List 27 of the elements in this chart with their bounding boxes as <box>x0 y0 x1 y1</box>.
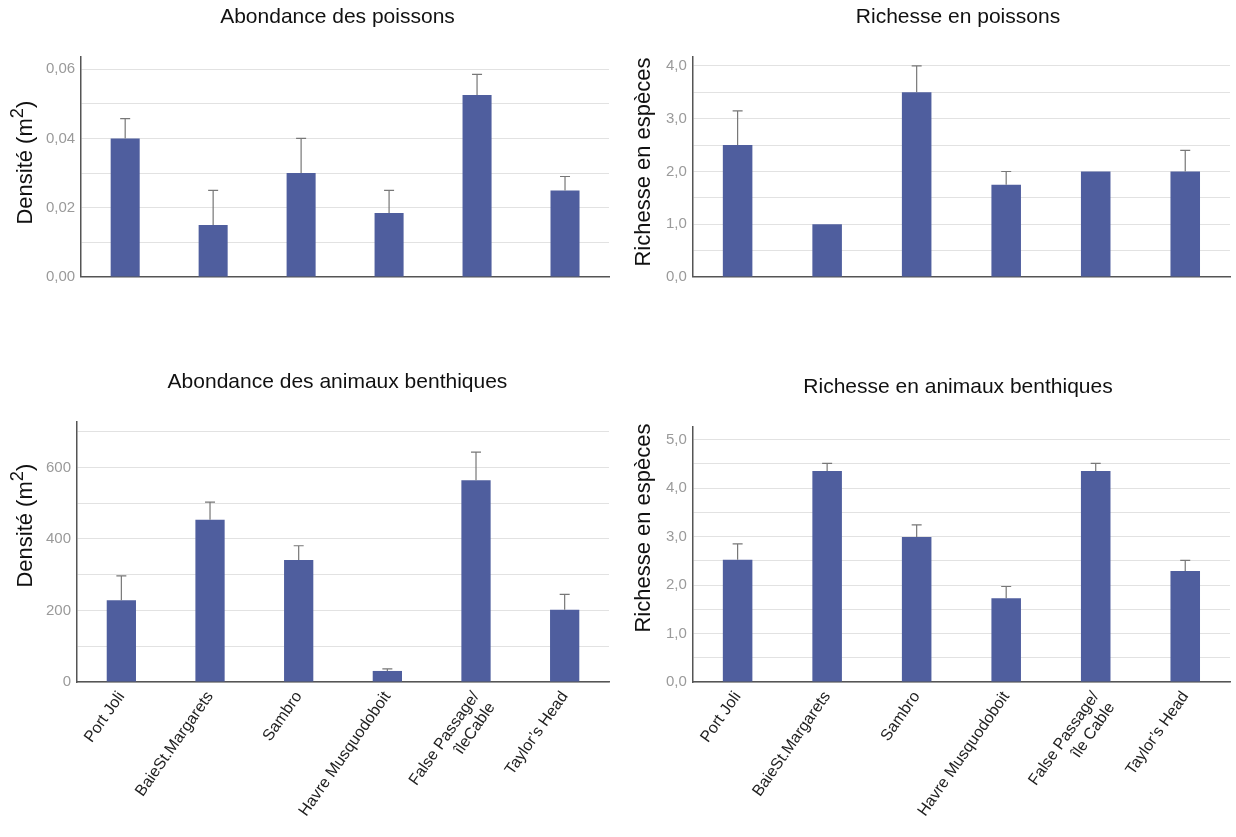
y-tick-label: 1,0 <box>665 214 687 232</box>
y-tick-label: 0,06 <box>45 59 76 77</box>
y-tick-label: 0,00 <box>45 267 76 285</box>
y-axis-title: Richesse en espèces <box>629 57 656 267</box>
y-tick-label: 200 <box>46 600 72 618</box>
chart-title: Abondance des poissons <box>219 4 456 28</box>
x-tick-label: Port Joli <box>696 688 744 746</box>
y-tick-label: 0,04 <box>45 128 76 146</box>
y-tick-label: 4,0 <box>665 56 687 74</box>
y-tick-label: 400 <box>46 529 72 547</box>
y-tick-label: 0,02 <box>45 197 76 215</box>
y-tick-label: 600 <box>46 457 72 475</box>
y-tick-label: 0,0 <box>665 672 687 690</box>
y-tick-label: 0,0 <box>665 267 687 285</box>
y-tick-label: 0 <box>62 672 72 690</box>
y-axis-title: Richesse en espèces <box>629 423 656 633</box>
chart-title: Abondance des animaux benthiques <box>166 369 509 393</box>
y-tick-label: 3,0 <box>665 108 687 126</box>
y-tick-label: 1,0 <box>665 623 687 641</box>
y-tick-label: 5,0 <box>665 429 687 447</box>
chart-title: Richesse en animaux benthiques <box>802 374 1114 398</box>
y-tick-label: 2,0 <box>665 575 687 593</box>
y-tick-label: 2,0 <box>665 161 687 179</box>
y-tick-label: 3,0 <box>665 526 687 544</box>
chart-title: Richesse en poissons <box>854 4 1062 28</box>
x-tick-label: Port Joli <box>80 688 128 746</box>
y-tick-label: 4,0 <box>665 478 687 496</box>
